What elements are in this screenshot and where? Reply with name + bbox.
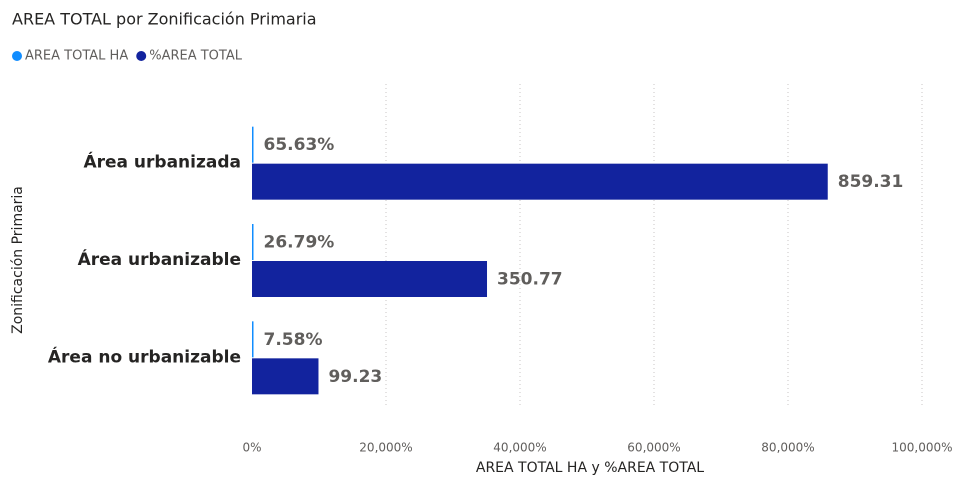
bar <box>252 321 254 358</box>
bar <box>252 126 254 163</box>
data-label: 65.63% <box>264 135 335 155</box>
legend-label: %AREA TOTAL <box>149 49 243 64</box>
legend-label: AREA TOTAL HA <box>25 49 128 64</box>
x-tick-label: 40,000% <box>493 441 546 455</box>
data-label: 350.77 <box>497 270 563 290</box>
bar <box>252 224 254 260</box>
data-label: 99.23 <box>328 367 382 387</box>
x-tick-label: 60,000% <box>627 441 680 455</box>
y-tick-label: Área urbanizada <box>83 151 241 173</box>
data-label: 7.58% <box>264 330 323 350</box>
y-tick-label: Área urbanizable <box>78 248 241 270</box>
x-tick-label: 100,000% <box>891 441 952 455</box>
x-axis-title: AREA TOTAL HA y %AREA TOTAL <box>476 460 704 476</box>
x-tick-label: 20,000% <box>359 441 412 455</box>
legend-swatch <box>12 51 22 61</box>
x-tick-label: 80,000% <box>761 441 814 455</box>
y-axis-title: Zonificación Primaria <box>10 186 26 334</box>
legend-swatch <box>136 51 147 61</box>
y-tick-label: Área no urbanizable <box>48 345 241 367</box>
bar <box>252 358 319 395</box>
bar <box>252 163 828 200</box>
chart-title: AREA TOTAL por Zonificación Primaria <box>12 10 317 29</box>
data-label: 859.31 <box>838 172 904 192</box>
data-label: 26.79% <box>264 233 335 253</box>
x-tick-label: 0% <box>242 441 261 455</box>
bar <box>252 261 488 297</box>
